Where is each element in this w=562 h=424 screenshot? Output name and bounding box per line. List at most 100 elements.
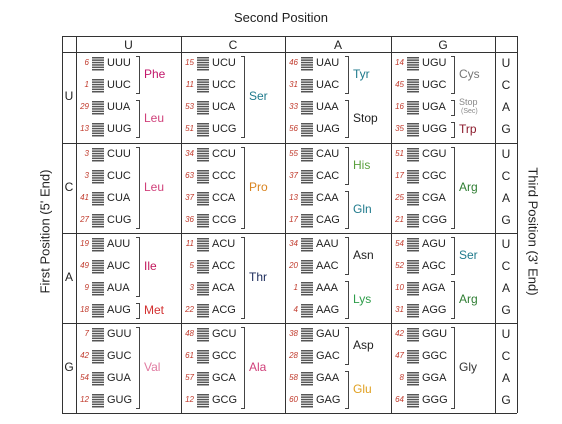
hexagram-bar [197,311,209,313]
hexagram-bar [92,81,104,83]
hexagram-bar [301,374,313,376]
hexagram-bar [301,199,313,201]
hexagram-bar [197,113,209,115]
hexagram-bar [92,264,104,267]
bracket [136,56,140,94]
hexagram-bar [301,406,313,408]
hexagram-bar [197,135,209,137]
hexagram-bar [92,406,104,408]
codon-number: 3 [84,149,89,158]
hexagram-bar [407,199,419,201]
codon: CCU [212,148,236,160]
codon: GUA [107,372,131,384]
hexagram-bar [407,81,419,83]
hexagram-bar [301,150,313,152]
bracket [345,281,349,319]
hexagram-bar [301,103,313,105]
hexagram-icon [197,372,209,386]
hexagram-bar [92,86,104,88]
first-base: G [64,360,74,374]
amino-acid: Lys [353,292,372,306]
codon-number: 54 [395,239,404,248]
amino-acid: Leu [144,111,165,125]
codon: CAU [316,148,340,160]
codon-number: 51 [185,124,194,133]
grid-line [62,233,517,234]
hexagram-icon [301,101,313,115]
hexagram-bar [197,289,209,291]
hexagram-bar [92,201,104,204]
hexagram-bar [301,340,313,342]
codon-number: 17 [395,171,404,180]
hexagram-bar [301,245,313,247]
hexagram-bar [92,148,104,150]
hexagram-bar [92,218,104,221]
hexagram-bar [197,226,209,228]
hexagram-bar [197,316,209,318]
hexagram-bar [301,113,313,115]
hexagram-icon [92,123,104,137]
hexagram-bar [197,335,209,337]
hexagram-bar [301,110,313,113]
codon: GUU [107,328,132,340]
hexagram-bar [301,83,313,86]
hexagram-icon [197,148,209,162]
codon: GGU [422,328,448,340]
hexagram-bar [407,223,419,226]
hexagram-bar [92,57,104,59]
hexagram-bar [407,110,419,113]
hexagram-bar [407,354,419,357]
hexagram-bar [301,396,313,398]
codon: UCC [212,79,236,91]
codon-number: 34 [185,149,194,158]
hexagram-bar [197,61,209,64]
grid-line [391,36,392,413]
hexagram-bar [407,177,419,179]
third-base: A [501,371,510,385]
hexagram-bar [301,177,313,179]
bracket [136,147,140,229]
hexagram-bar [197,64,209,66]
third-base: C [501,259,511,273]
hexagram-bar [407,308,419,311]
hexagram-bar [407,272,419,274]
hexagram-bar [407,125,419,127]
codon-number: 31 [289,80,298,89]
hexagram-bar [301,192,313,194]
hexagram-bar [92,91,104,93]
hexagram-bar [407,130,419,132]
hexagram-bar [197,267,209,269]
codon-number: 12 [185,395,194,404]
hexagram-bar [92,238,104,240]
hexagram-bar [407,406,419,408]
hexagram-bar [197,350,209,352]
hexagram-icon [92,328,104,342]
column-header: G [438,38,448,52]
hexagram-bar [197,394,209,396]
hexagram-bar [92,284,104,286]
hexagram-bar [407,294,419,296]
hexagram-bar [407,282,419,284]
hexagram-bar [197,150,209,152]
grid-line [62,52,517,53]
hexagram-icon [301,372,313,386]
hexagram-icon [301,304,313,318]
codon: GUC [107,350,132,362]
hexagram-bar [301,125,313,127]
hexagram-icon [92,238,104,252]
hexagram-bar [301,272,313,274]
hexagram-bar [301,132,313,135]
hexagram-bar [301,223,313,226]
hexagram-bar [92,103,104,105]
codon: GAG [316,394,341,406]
hexagram-bar [407,313,419,316]
hexagram-bar [197,216,209,218]
codon: AAU [316,238,339,250]
codon: GAA [316,372,340,384]
codon: CUC [107,170,131,182]
hexagram-icon [301,260,313,274]
hexagram-bar [301,316,313,318]
hexagram-bar [407,311,419,313]
hexagram-bar [197,110,209,113]
hexagram-bar [301,135,313,137]
